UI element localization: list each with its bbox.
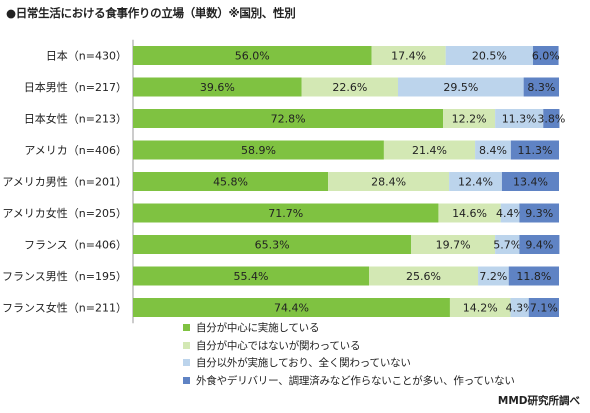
category-label: アメリカ男性（n=201） <box>2 175 127 189</box>
data-label: 4.4% <box>496 207 524 220</box>
bar-segment-series-2 <box>301 77 398 97</box>
bar-segment-series-2 <box>383 140 476 160</box>
bar-segment-series-1 <box>133 172 329 191</box>
chart-title: ●日常生活における食事作りの立場（単数）※国別、性別 <box>6 6 296 20</box>
legend-label: 自分が中心に実施している <box>196 322 320 334</box>
data-label: 11.8% <box>516 270 551 283</box>
legend-swatch <box>183 341 190 349</box>
bar-segment-series-3 <box>397 77 524 97</box>
category-label: フランス（n=406） <box>24 239 127 252</box>
data-label: 19.7% <box>436 239 471 252</box>
data-label: 7.1% <box>530 302 558 315</box>
data-label: 28.4% <box>371 176 406 189</box>
data-label: 9.3% <box>525 207 553 220</box>
data-label: 8.4% <box>479 144 507 157</box>
bar-segment-series-3 <box>445 46 534 65</box>
data-label: 25.6% <box>406 270 441 283</box>
category-label: フランス男性（n=195） <box>2 269 127 283</box>
data-label: 65.3% <box>255 239 290 252</box>
data-label: 56.0% <box>235 50 270 63</box>
bar-segment-series-2 <box>443 109 496 128</box>
source-credit: MMD研究所調べ <box>497 395 580 407</box>
bar-segment-series-1 <box>133 46 372 65</box>
bar-segment-series-1 <box>133 266 369 286</box>
bar-segment-series-3 <box>478 266 509 286</box>
bar-segment-series-2 <box>371 46 446 65</box>
data-label: 21.4% <box>412 144 447 157</box>
data-label: 45.8% <box>213 176 248 189</box>
data-label: 71.7% <box>268 207 303 220</box>
legend-label: 自分以外が実施しており、全く関わっていない <box>196 357 411 369</box>
bar-segment-series-4 <box>523 77 559 97</box>
bar-segment-series-2 <box>369 266 479 286</box>
legend-swatch <box>183 359 190 366</box>
bar-segment-series-3 <box>500 203 520 223</box>
bar-segment-series-3 <box>495 109 544 128</box>
bar-segment-series-3 <box>475 140 511 160</box>
data-label: 39.6% <box>200 81 235 94</box>
data-label: 14.2% <box>463 302 498 315</box>
bar-segment-series-2 <box>438 203 501 223</box>
data-label: 12.2% <box>452 113 487 126</box>
bar-segment-series-4 <box>510 140 559 160</box>
legend-item: 自分が中心に実施している <box>183 320 515 335</box>
bar-segment-series-2 <box>328 172 450 191</box>
bar-segment-series-4 <box>519 235 560 254</box>
bar-segment-series-3 <box>510 298 529 317</box>
data-label: 6.0% <box>532 50 560 63</box>
data-label: 11.3% <box>517 144 552 157</box>
bar-segment-series-3 <box>449 172 502 191</box>
bar-segment-series-1 <box>133 203 439 223</box>
bar-segment-series-2 <box>449 298 511 317</box>
category-label: 日本女性（n=213） <box>24 112 127 126</box>
bar-segment-series-2 <box>411 235 496 254</box>
legend-item: 外食やデリバリー、調理済みなど作らないことが多い、作っていない <box>183 373 515 388</box>
data-label: 20.5% <box>472 50 507 63</box>
legend: 自分が中心に実施している自分が中心ではないが関わっている自分以外が実施しており、… <box>183 320 515 390</box>
category-label: 日本（n=430） <box>46 49 127 63</box>
bar-segment-series-3 <box>495 235 520 254</box>
category-label: 日本男性（n=217） <box>24 80 127 94</box>
bar-segment-series-1 <box>133 77 302 97</box>
data-label: 29.5% <box>443 81 478 94</box>
legend-label: 外食やデリバリー、調理済みなど作らないことが多い、作っていない <box>196 374 515 387</box>
data-label: 17.4% <box>391 50 426 63</box>
data-label: 22.6% <box>332 81 367 94</box>
data-label: 13.4% <box>513 176 548 189</box>
bar-segment-series-1 <box>133 298 450 317</box>
data-label: 55.4% <box>234 270 269 283</box>
data-label: 14.6% <box>452 207 487 220</box>
bar-segment-series-1 <box>133 140 384 160</box>
bar-segment-series-4 <box>543 109 560 128</box>
data-label: 58.9% <box>241 144 276 157</box>
legend-label: 自分が中心ではないが関わっている <box>196 339 361 352</box>
data-label: 72.8% <box>271 113 306 126</box>
bar-segment-series-4 <box>533 46 559 65</box>
bar-segment-series-4 <box>528 298 559 317</box>
data-label: 74.4% <box>274 302 309 315</box>
data-label: 4.3% <box>506 302 534 315</box>
bar-segment-series-4 <box>501 172 559 191</box>
category-label: フランス女性（n=211） <box>2 301 127 315</box>
data-label: 12.4% <box>458 176 493 189</box>
category-label: アメリカ（n=406） <box>24 144 127 157</box>
bar-segment-series-1 <box>133 235 412 254</box>
legend-item: 自分が中心ではないが関わっている <box>183 338 515 353</box>
legend-swatch <box>183 376 190 384</box>
bar-segment-series-1 <box>133 109 444 128</box>
data-label: 9.4% <box>525 239 553 252</box>
data-label: 7.2% <box>479 270 507 283</box>
legend-swatch <box>183 324 190 331</box>
data-label: 3.8% <box>537 113 565 126</box>
data-label: 11.3% <box>502 113 537 126</box>
legend-item: 自分以外が実施しており、全く関わっていない <box>183 355 515 370</box>
data-label: 5.7% <box>493 239 521 252</box>
category-label: アメリカ女性（n=205） <box>2 206 127 220</box>
data-label: 8.3% <box>527 81 555 94</box>
bar-segment-series-4 <box>508 266 559 286</box>
bar-segment-series-4 <box>519 203 559 223</box>
